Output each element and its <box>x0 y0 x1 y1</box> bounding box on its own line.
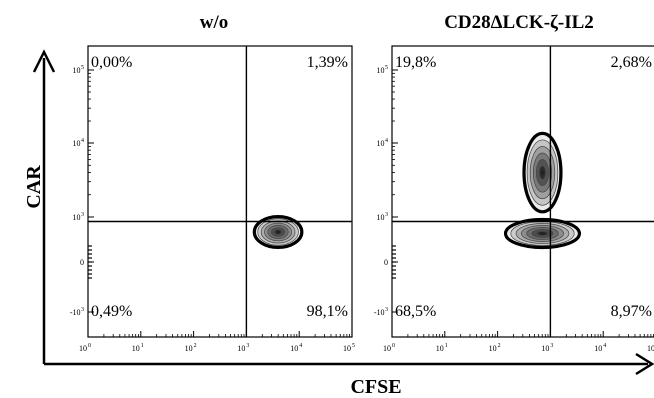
y-tick-exponent: 3 <box>81 307 84 313</box>
y-tick-label: 104 <box>73 138 85 148</box>
y-tick-label: 105 <box>73 65 85 75</box>
x-tick-exponent: 4 <box>299 343 302 349</box>
quadrant-lower-left-value: 68,5% <box>395 303 436 320</box>
y-tick-exponent: 3 <box>81 212 84 218</box>
x-tick-label: 103 <box>237 343 249 353</box>
y-tick-label: -103 <box>70 307 84 317</box>
quadrant-upper-right-value: 1,39% <box>307 54 348 71</box>
quadrant-lower-right-value: 98,1% <box>307 303 348 320</box>
x-tick-exponent: 1 <box>141 343 144 349</box>
y-tick-label: 105 <box>377 65 389 75</box>
x-tick-label: 100 <box>383 343 395 353</box>
x-tick-label: 105 <box>343 343 355 353</box>
y-tick-label: 0 <box>80 258 84 267</box>
y-tick-label: -103 <box>374 307 388 317</box>
y-tick-label: 103 <box>73 212 85 222</box>
y-tick-exponent: 4 <box>81 138 84 144</box>
plot-frame <box>87 45 353 338</box>
quadrant-upper-left-value: 19,8% <box>395 54 436 71</box>
x-tick-exponent: 2 <box>194 343 197 349</box>
y-tick-label: 103 <box>377 212 389 222</box>
x-tick-label: 102 <box>185 343 197 353</box>
x-axis-title: CFSE <box>350 376 401 398</box>
density-core <box>539 232 546 235</box>
y-tick-exponent: 5 <box>81 65 84 71</box>
y-tick-exponent: 5 <box>385 65 388 71</box>
x-tick-label: 101 <box>436 343 448 353</box>
x-tick-label: 100 <box>79 343 91 353</box>
panel-title-car: CD28ΔLCK-ζ-IL2 <box>444 12 594 33</box>
x-tick-label: 103 <box>541 343 553 353</box>
x-tick-label: 101 <box>132 343 144 353</box>
y-tick-label: 104 <box>377 138 389 148</box>
x-tick-exponent: 4 <box>603 343 606 349</box>
x-tick-label: 105 <box>647 343 654 353</box>
y-axis-arrow-head <box>32 49 56 73</box>
x-tick-exponent: 3 <box>550 343 553 349</box>
y-tick-label: 0 <box>384 258 388 267</box>
density-core <box>276 230 281 234</box>
x-tick-exponent: 5 <box>352 343 355 349</box>
x-axis-arrow-head <box>635 352 654 376</box>
x-tick-exponent: 3 <box>246 343 249 349</box>
x-tick-exponent: 0 <box>88 343 91 349</box>
quadrant-lower-left-value: 0,49% <box>91 303 132 320</box>
x-tick-exponent: 2 <box>498 343 501 349</box>
y-tick-exponent: 3 <box>385 307 388 313</box>
x-tick-exponent: 1 <box>445 343 448 349</box>
y-axis-title: CAR <box>23 165 45 209</box>
plot-frame <box>391 45 654 338</box>
y-tick-exponent: 4 <box>385 138 388 144</box>
quadrant-upper-right-value: 2,68% <box>611 54 652 71</box>
x-tick-label: 104 <box>290 343 302 353</box>
y-tick-exponent: 3 <box>385 212 388 218</box>
quadrant-lower-right-value: 8,97% <box>611 303 652 320</box>
x-tick-label: 102 <box>489 343 501 353</box>
plot-panel-car: 100101102103104105-103010310410519,8%2,6… <box>374 45 654 353</box>
quadrant-upper-left-value: 0,00% <box>91 54 132 71</box>
x-tick-label: 104 <box>594 343 606 353</box>
x-tick-exponent: 0 <box>392 343 395 349</box>
density-core <box>540 170 545 175</box>
panel-title-wo: w/o <box>200 12 229 33</box>
